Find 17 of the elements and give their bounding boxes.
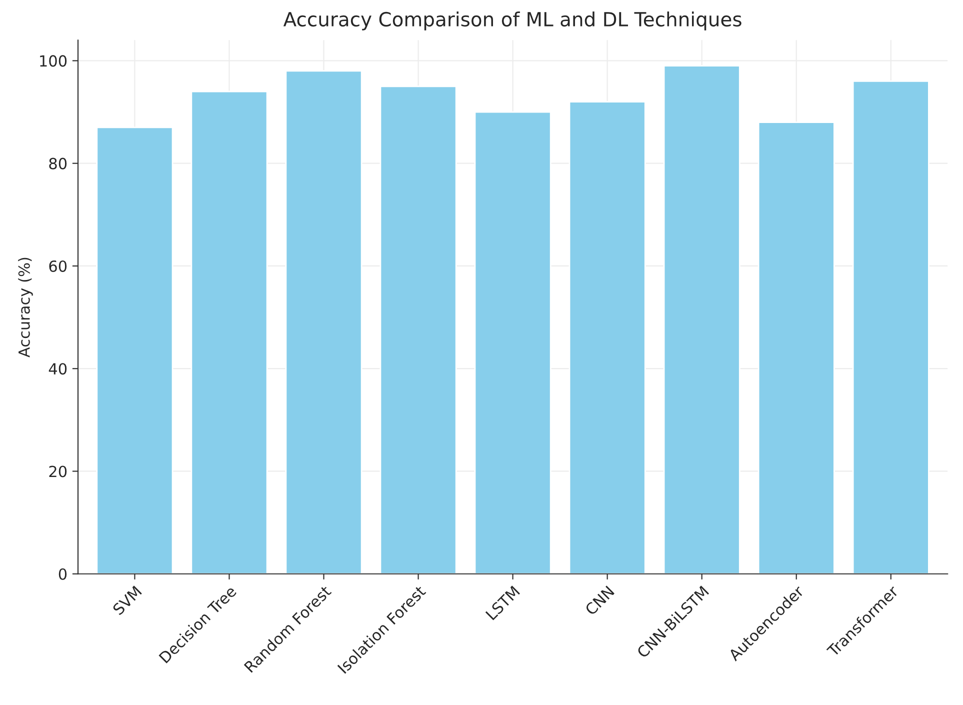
bar <box>568 101 646 574</box>
bar <box>285 70 362 574</box>
bar <box>380 86 457 574</box>
bar <box>190 90 268 574</box>
y-axis-title: Accuracy (%) <box>18 258 33 358</box>
bar <box>852 80 930 574</box>
y-tick-label: 40 <box>48 363 67 375</box>
y-tick-label: 80 <box>49 158 67 170</box>
bar <box>474 111 552 574</box>
y-tick-label: 60 <box>49 260 67 272</box>
chart-title: Accuracy Comparison of ML and DL Techniques <box>283 12 742 30</box>
y-tick-label: 100 <box>40 55 67 67</box>
y-tick-label: 20 <box>49 466 67 478</box>
bar <box>758 122 835 574</box>
bar <box>96 126 174 574</box>
y-tick-label: 0 <box>58 568 67 580</box>
bar <box>663 65 740 574</box>
